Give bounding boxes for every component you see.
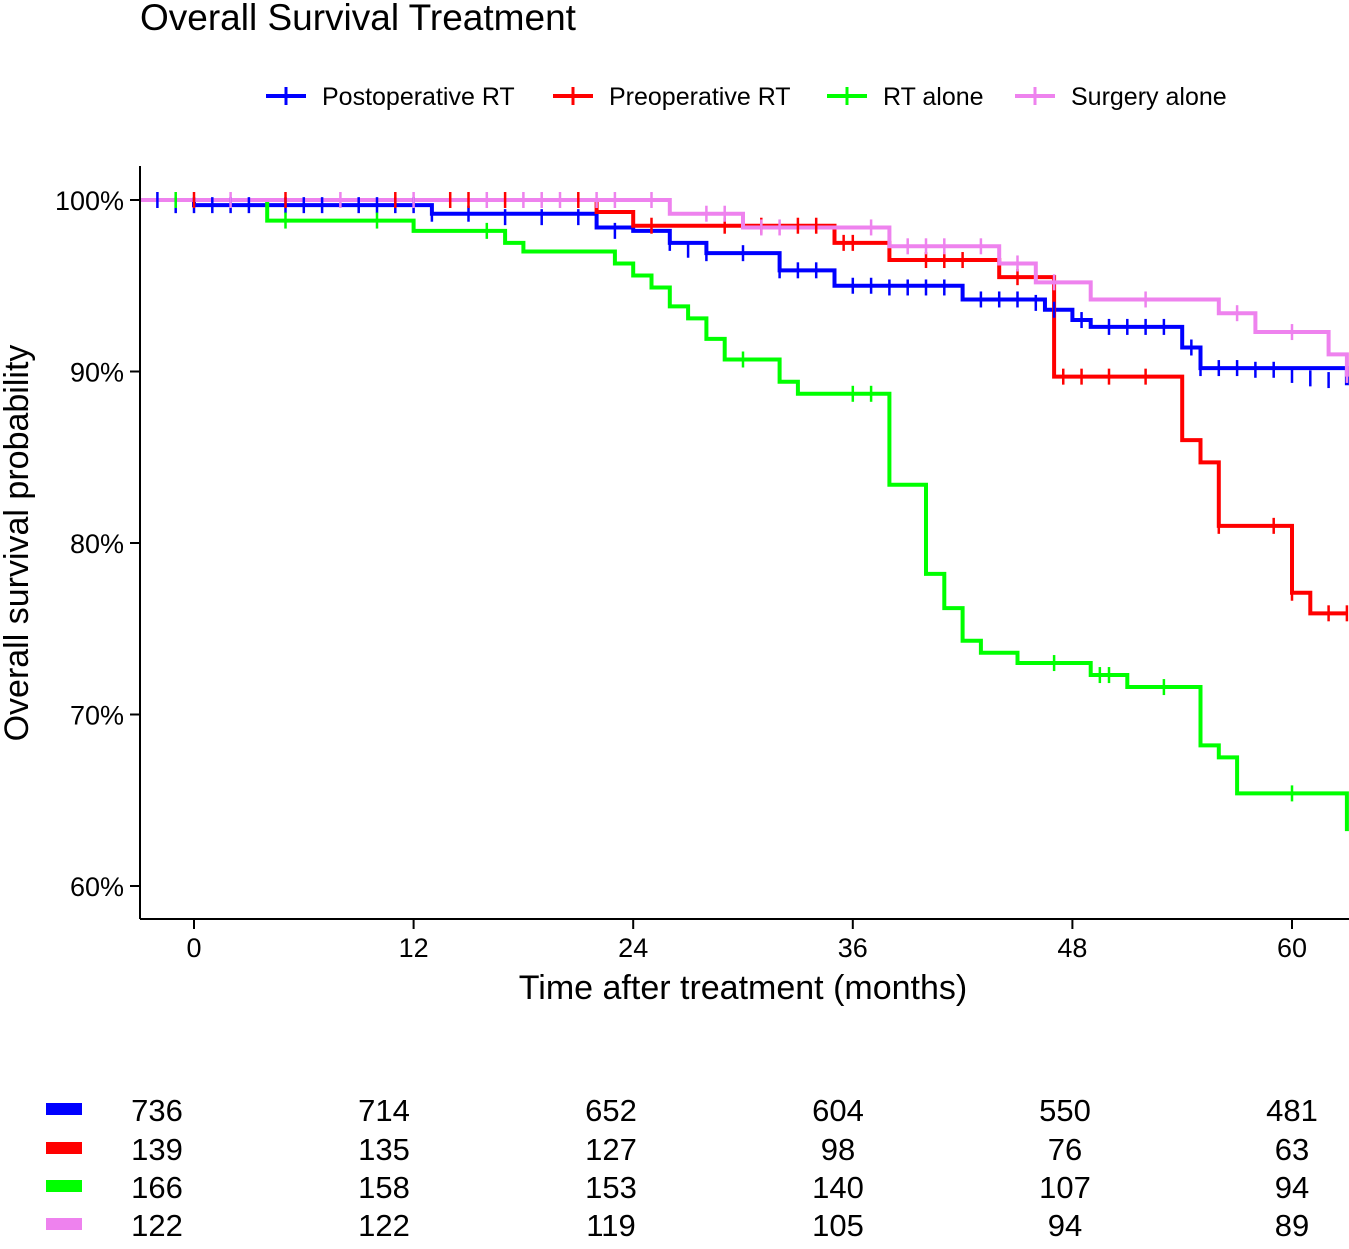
risk-row-swatch-preoperative-rt <box>46 1142 82 1154</box>
risk-count: 119 <box>586 1208 635 1243</box>
curve-rt-alone <box>140 198 1349 832</box>
censor-marks <box>156 192 1349 802</box>
y-tick-label: 70% <box>70 701 124 731</box>
risk-count: 63 <box>1275 1132 1309 1167</box>
risk-count: 736 <box>131 1093 183 1128</box>
risk-count: 481 <box>1266 1093 1318 1128</box>
risk-count: 604 <box>812 1093 864 1128</box>
y-axis-title: Overall survival probability <box>0 345 36 742</box>
risk-count: 94 <box>1275 1170 1309 1205</box>
x-tick-label: 24 <box>618 933 648 963</box>
chart-title: Overall Survival Treatment <box>140 0 577 38</box>
legend-label-postoperative-rt: Postoperative RT <box>322 83 515 111</box>
y-tick-label: 90% <box>70 358 124 388</box>
survival-curves <box>140 198 1349 832</box>
legend-label-preoperative-rt: Preoperative RT <box>609 83 791 111</box>
legend: Postoperative RT Preoperative RT RT alone S… <box>266 83 1227 111</box>
risk-count: 140 <box>812 1170 864 1205</box>
risk-count: 105 <box>812 1208 864 1243</box>
y-tick-label: 80% <box>70 529 124 559</box>
axes: 60% 70% 80% 90% 100% 0 12 24 36 48 60 <box>55 166 1349 963</box>
risk-count: 122 <box>131 1208 183 1243</box>
y-ticks: 60% 70% 80% 90% 100% <box>55 186 140 902</box>
curve-postoperative-rt <box>140 198 1349 386</box>
risk-row-swatch-postoperative-rt <box>46 1103 82 1115</box>
y-tick-label: 100% <box>55 186 124 216</box>
x-tick-label: 60 <box>1277 933 1307 963</box>
y-tick-label: 60% <box>70 872 124 902</box>
risk-count: 652 <box>585 1093 637 1128</box>
risk-count: 76 <box>1048 1132 1082 1167</box>
risk-count: 139 <box>131 1132 183 1167</box>
risk-row-swatch-surgery-alone <box>46 1218 82 1230</box>
risk-count: 550 <box>1039 1093 1091 1128</box>
x-axis-title: Time after treatment (months) <box>519 969 967 1007</box>
risk-count: 158 <box>358 1170 410 1205</box>
x-tick-label: 0 <box>186 933 201 963</box>
curve-preoperative-rt <box>140 198 1347 616</box>
curve-surgery-alone <box>140 198 1349 377</box>
risk-count: 135 <box>358 1132 410 1167</box>
x-ticks: 0 12 24 36 48 60 <box>186 919 1307 963</box>
x-tick-label: 12 <box>399 933 429 963</box>
risk-count: 122 <box>358 1208 410 1243</box>
risk-count: 89 <box>1275 1208 1309 1243</box>
legend-label-surgery-alone: Surgery alone <box>1071 83 1227 111</box>
risk-count: 127 <box>585 1132 637 1167</box>
risk-count: 153 <box>585 1170 637 1205</box>
risk-count: 714 <box>358 1093 410 1128</box>
risk-row-swatch-rt-alone <box>46 1180 82 1192</box>
legend-label-rt-alone: RT alone <box>883 83 984 111</box>
risk-count: 98 <box>821 1132 855 1167</box>
x-tick-label: 48 <box>1057 933 1087 963</box>
x-tick-label: 36 <box>838 933 868 963</box>
risk-count: 107 <box>1039 1170 1091 1205</box>
risk-count: 166 <box>131 1170 183 1205</box>
risk-count: 94 <box>1048 1208 1082 1243</box>
plot-area <box>140 192 1349 832</box>
